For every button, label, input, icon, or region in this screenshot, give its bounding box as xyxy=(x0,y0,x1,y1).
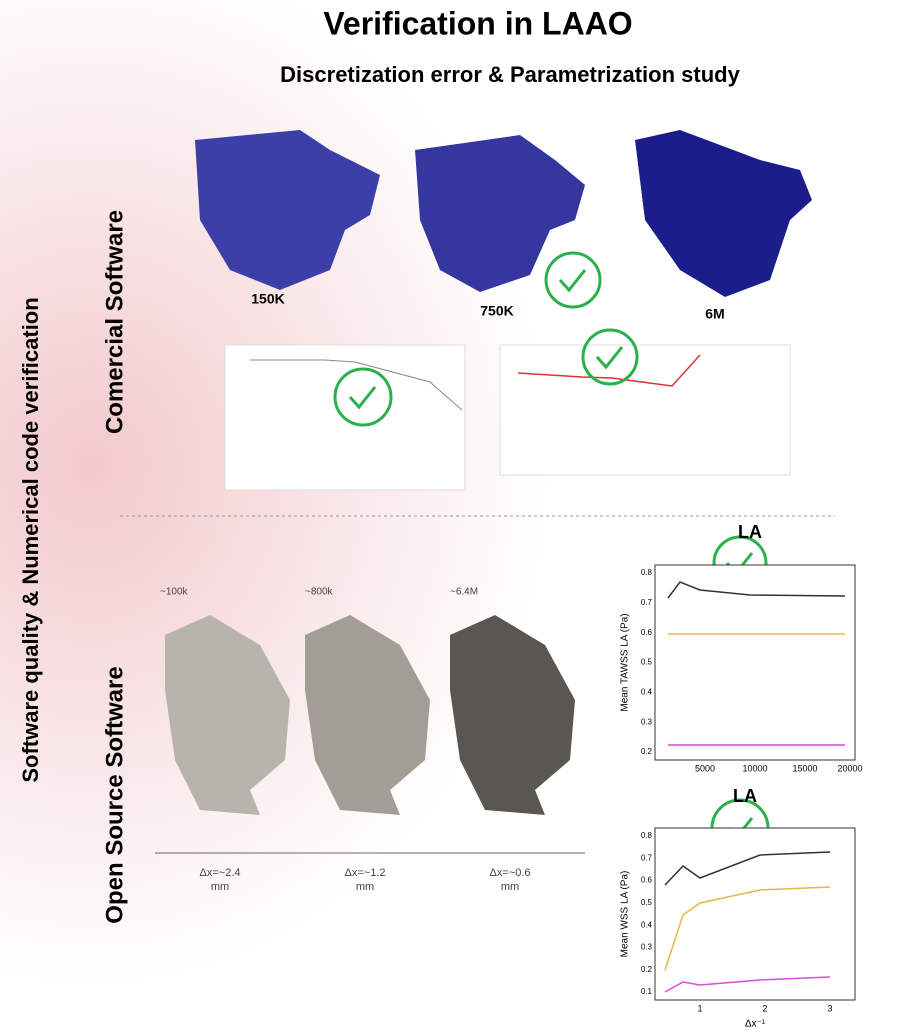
y-tick-label: 0.8 xyxy=(641,568,653,577)
x-tick-label: 5000 xyxy=(695,763,715,773)
resolution: Δx=~1.2 xyxy=(345,867,386,879)
plot-title: LA xyxy=(733,786,757,806)
title: Verification in LAAO xyxy=(323,5,632,41)
subtitle: Discretization error & Parametrization s… xyxy=(280,62,740,87)
y-tick-label: 0.5 xyxy=(641,658,653,667)
plot-frame xyxy=(655,565,855,760)
mesh-label: ~100k xyxy=(160,587,189,598)
y-tick-label: 0.1 xyxy=(641,987,653,996)
x-tick-label: 10000 xyxy=(742,763,767,773)
section-label: Comercial Software xyxy=(101,210,128,434)
resolution-unit: mm xyxy=(211,881,229,893)
mesh-label: ~6.4M xyxy=(450,587,478,598)
y-tick-label: 0.3 xyxy=(641,717,653,726)
y-tick-label: 0.6 xyxy=(641,876,653,885)
resolution: Δx=~0.6 xyxy=(490,867,531,879)
x-tick-label: 15000 xyxy=(792,763,817,773)
y-tick-label: 0.8 xyxy=(641,831,653,840)
y-tick-label: 0.4 xyxy=(641,920,653,929)
x-tick-label: 1 xyxy=(697,1003,702,1013)
y-tick-label: 0.7 xyxy=(641,598,653,607)
side-label: Software quality & Numerical code verifi… xyxy=(18,297,43,782)
resolution-unit: mm xyxy=(356,881,374,893)
y-tick-label: 0.3 xyxy=(641,943,653,952)
x-tick-label: 2 xyxy=(762,1003,767,1013)
y-axis-label: Mean WSS LA (Pa) xyxy=(620,871,631,958)
mesh-label: 150K xyxy=(251,291,284,307)
x-tick-label: 3 xyxy=(827,1003,832,1013)
x-tick-label: 20000 xyxy=(837,763,862,773)
section-label: Open Source Software xyxy=(101,666,128,923)
mesh-label: ~800k xyxy=(305,587,334,598)
y-tick-label: 0.5 xyxy=(641,898,653,907)
y-tick-label: 0.7 xyxy=(641,853,653,862)
y-tick-label: 0.6 xyxy=(641,628,653,637)
mini-chart xyxy=(500,345,790,475)
resolution-unit: mm xyxy=(501,881,519,893)
mesh-label: 750K xyxy=(480,303,513,319)
y-tick-label: 0.2 xyxy=(641,747,653,756)
plot-title: LA xyxy=(738,522,762,542)
x-axis-label: Δx⁻¹ xyxy=(745,1019,766,1030)
resolution: Δx=~2.4 xyxy=(200,867,241,879)
y-tick-label: 0.2 xyxy=(641,965,653,974)
y-axis-label: Mean TAWSS LA (Pa) xyxy=(620,613,631,711)
mesh-label: 6M xyxy=(705,306,724,322)
y-tick-label: 0.4 xyxy=(641,687,653,696)
slide: Verification in LAAO Discretization erro… xyxy=(0,0,915,1036)
heart-model xyxy=(165,615,575,815)
